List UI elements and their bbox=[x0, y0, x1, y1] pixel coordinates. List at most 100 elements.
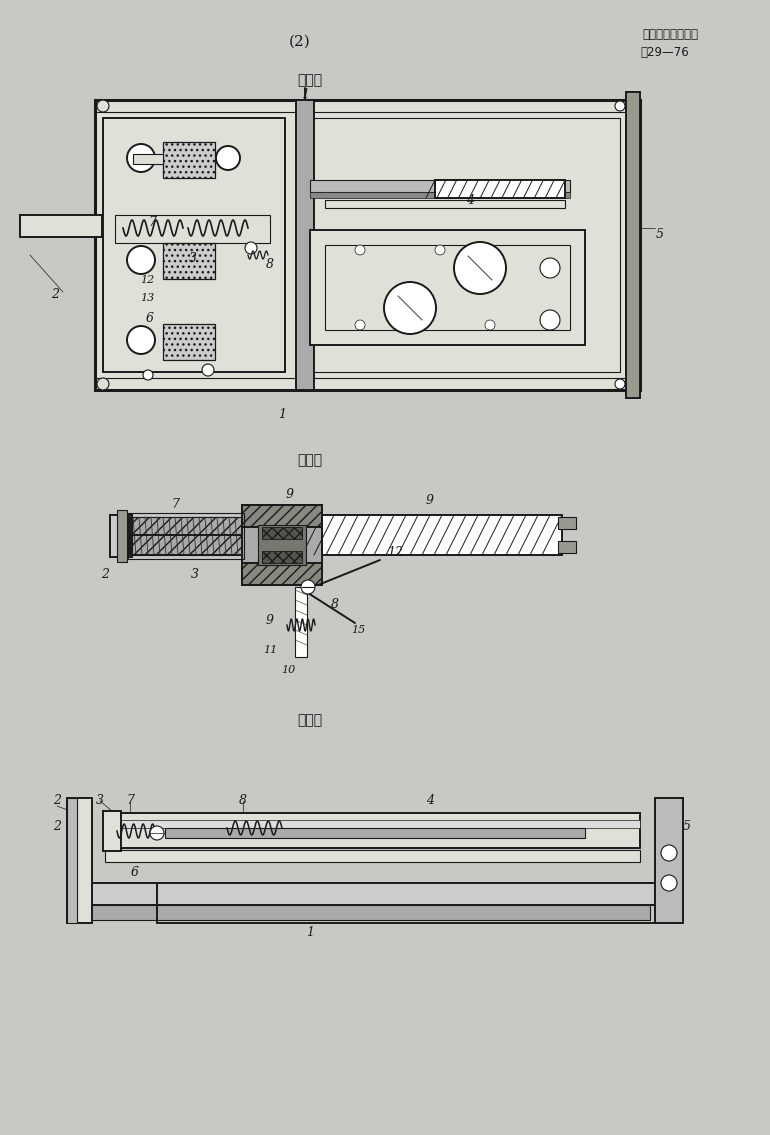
Text: 15: 15 bbox=[351, 625, 365, 634]
Circle shape bbox=[97, 100, 109, 112]
Text: 13: 13 bbox=[140, 293, 154, 303]
Circle shape bbox=[216, 146, 240, 170]
Bar bbox=[103, 812, 121, 851]
Circle shape bbox=[661, 875, 677, 891]
Text: 7: 7 bbox=[148, 216, 156, 228]
Circle shape bbox=[615, 101, 625, 111]
Circle shape bbox=[615, 379, 625, 389]
Circle shape bbox=[540, 310, 560, 330]
Circle shape bbox=[143, 370, 153, 380]
Text: 9: 9 bbox=[266, 614, 274, 627]
Circle shape bbox=[301, 580, 315, 594]
Text: 3: 3 bbox=[191, 569, 199, 581]
Text: 6: 6 bbox=[146, 311, 154, 325]
Text: 12: 12 bbox=[140, 275, 154, 285]
Text: 第１図: 第１図 bbox=[297, 73, 323, 87]
Bar bbox=[110, 515, 132, 557]
Bar bbox=[132, 518, 242, 555]
Circle shape bbox=[485, 320, 495, 330]
Bar bbox=[95, 100, 640, 390]
Bar bbox=[296, 100, 314, 390]
Bar bbox=[325, 200, 565, 208]
Circle shape bbox=[202, 364, 214, 376]
Text: 2: 2 bbox=[51, 288, 59, 302]
Circle shape bbox=[384, 281, 436, 334]
Circle shape bbox=[454, 242, 506, 294]
Bar bbox=[262, 550, 302, 563]
Text: 3: 3 bbox=[96, 794, 104, 807]
Bar bbox=[163, 243, 215, 279]
Text: 1: 1 bbox=[301, 87, 309, 101]
Text: (2): (2) bbox=[289, 35, 311, 49]
Text: 12: 12 bbox=[387, 546, 403, 560]
Text: 1: 1 bbox=[278, 409, 286, 421]
Text: 10: 10 bbox=[281, 665, 295, 675]
Text: 7: 7 bbox=[126, 794, 134, 807]
Bar bbox=[117, 510, 127, 562]
Text: 6: 6 bbox=[131, 866, 139, 880]
Text: 2: 2 bbox=[101, 569, 109, 581]
Circle shape bbox=[150, 826, 164, 840]
Circle shape bbox=[127, 246, 155, 274]
Circle shape bbox=[97, 378, 109, 390]
Bar bbox=[242, 563, 322, 585]
Text: 5: 5 bbox=[656, 228, 664, 242]
Text: 2: 2 bbox=[53, 794, 61, 807]
Bar bbox=[310, 192, 570, 197]
Bar bbox=[163, 142, 215, 178]
Bar bbox=[626, 92, 640, 398]
Bar bbox=[103, 118, 285, 372]
Bar bbox=[105, 819, 640, 829]
Circle shape bbox=[127, 326, 155, 354]
Circle shape bbox=[127, 144, 155, 173]
Text: 1: 1 bbox=[306, 926, 314, 940]
Circle shape bbox=[540, 258, 560, 278]
Bar bbox=[242, 505, 322, 527]
Text: 2: 2 bbox=[53, 819, 61, 832]
Text: 5: 5 bbox=[683, 819, 691, 832]
Bar bbox=[163, 323, 215, 360]
Text: 11: 11 bbox=[263, 645, 277, 655]
Bar bbox=[105, 850, 640, 861]
Text: 実用新案出願公告: 実用新案出願公告 bbox=[642, 28, 698, 42]
Circle shape bbox=[435, 245, 445, 255]
Bar bbox=[20, 215, 102, 237]
Text: 第２図: 第２図 bbox=[297, 453, 323, 466]
Text: 8: 8 bbox=[239, 794, 247, 807]
Text: 8: 8 bbox=[331, 598, 339, 612]
Bar bbox=[322, 515, 562, 555]
Bar bbox=[558, 518, 576, 529]
Circle shape bbox=[355, 320, 365, 330]
Bar bbox=[435, 180, 565, 197]
Bar bbox=[67, 798, 92, 923]
Bar bbox=[75, 883, 675, 905]
Text: 7: 7 bbox=[171, 498, 179, 512]
Bar bbox=[242, 505, 322, 585]
Text: 映29—76: 映29—76 bbox=[641, 45, 689, 59]
Bar bbox=[105, 813, 640, 848]
Text: 8: 8 bbox=[266, 259, 274, 271]
Circle shape bbox=[355, 245, 365, 255]
Bar bbox=[128, 513, 244, 560]
Circle shape bbox=[245, 242, 257, 254]
Bar bbox=[67, 798, 77, 923]
Bar bbox=[115, 215, 270, 243]
Text: 4: 4 bbox=[466, 193, 474, 207]
Text: 3: 3 bbox=[189, 252, 197, 264]
Circle shape bbox=[98, 379, 108, 389]
Circle shape bbox=[661, 844, 677, 861]
Bar bbox=[310, 230, 585, 345]
Bar bbox=[305, 118, 620, 372]
Bar bbox=[295, 587, 307, 657]
Bar bbox=[262, 527, 302, 539]
Text: 9: 9 bbox=[426, 494, 434, 506]
Text: 9: 9 bbox=[286, 488, 294, 502]
Text: 第３図: 第３図 bbox=[297, 713, 323, 728]
Bar bbox=[655, 798, 683, 923]
Bar bbox=[558, 541, 576, 553]
Bar bbox=[310, 180, 570, 192]
Bar bbox=[133, 154, 163, 163]
Text: 4: 4 bbox=[426, 793, 434, 807]
Bar bbox=[325, 245, 570, 330]
Circle shape bbox=[98, 101, 108, 111]
